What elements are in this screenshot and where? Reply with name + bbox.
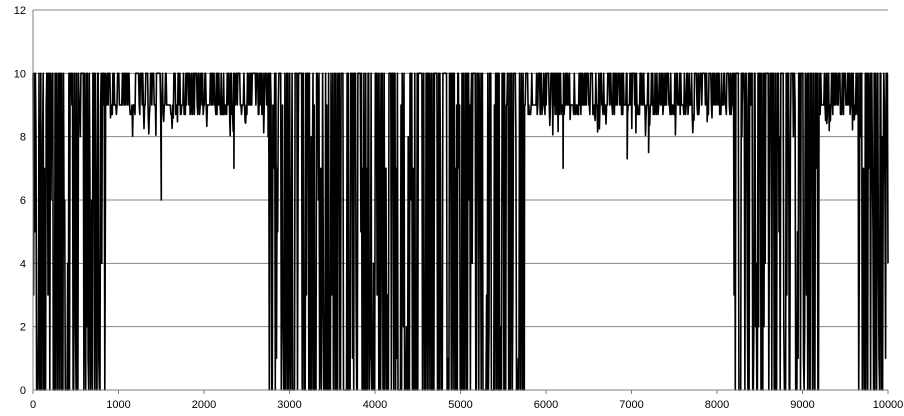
y-tick-label-2: 2	[20, 322, 26, 334]
series-line	[32, 72, 889, 391]
x-tick-label-8000: 8000	[705, 399, 729, 411]
x-tick-label-7000: 7000	[619, 399, 643, 411]
x-tick-label-5000: 5000	[448, 399, 472, 411]
y-tick-label-6: 6	[20, 195, 26, 207]
y-axis-tick-labels: 0 2 4 6 8 10 12	[14, 5, 26, 397]
x-tick-label-1000: 1000	[106, 399, 130, 411]
x-axis-tick-labels: 0 1000 2000 3000 4000 5000 6000 7000 8000 9000 100…	[30, 399, 903, 411]
x-axis-ticks	[32, 390, 889, 394]
x-tick-label-3000: 3000	[277, 399, 301, 411]
x-tick-label-9000: 9000	[790, 399, 814, 411]
x-tick-label-6000: 6000	[534, 399, 558, 411]
x-tick-label-4000: 4000	[363, 399, 387, 411]
y-tick-label-4: 4	[20, 258, 26, 270]
y-tick-label-0: 0	[20, 385, 26, 397]
y-tick-label-12: 12	[14, 5, 26, 17]
x-tick-label-0: 0	[30, 399, 36, 411]
y-tick-label-8: 8	[20, 132, 26, 144]
y-tick-label-10: 10	[14, 68, 26, 80]
x-tick-label-2000: 2000	[192, 399, 216, 411]
x-tick-label-10000: 10000	[873, 399, 904, 411]
